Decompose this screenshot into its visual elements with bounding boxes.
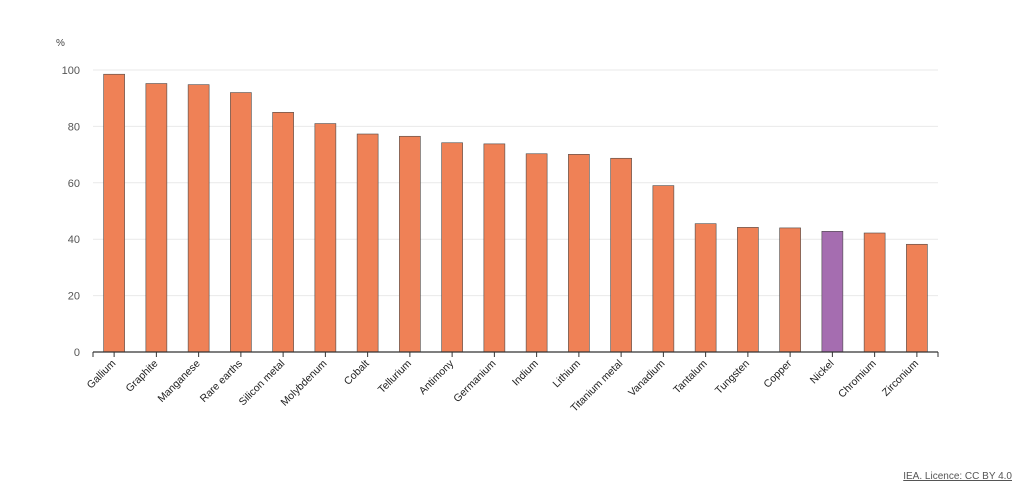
bar-manganese <box>187 84 210 353</box>
x-category-label: Tungsten <box>713 358 752 397</box>
bar-vanadium <box>652 185 675 353</box>
bar-antimony <box>441 142 463 353</box>
y-tick-label: 60 <box>68 178 80 190</box>
y-tick-label: 80 <box>68 121 80 133</box>
y-tick-label: 20 <box>68 291 80 303</box>
x-category-label: Vanadium <box>626 357 668 399</box>
x-category-label: Graphite <box>124 358 161 395</box>
x-category-label: Cobalt <box>342 358 372 388</box>
bar-tellurium <box>399 135 421 353</box>
x-category-label: Chromium <box>836 357 879 400</box>
bar-cobalt <box>356 133 379 353</box>
y-tick-label: 0 <box>74 347 80 359</box>
x-category-label: Nickel <box>808 358 837 387</box>
y-tick-label: 100 <box>62 65 80 77</box>
bar-silicon-metal <box>272 112 294 353</box>
bar-lithium <box>568 154 590 353</box>
bar-germanium <box>483 143 506 353</box>
y-axis-unit-label: % <box>56 38 65 49</box>
bar-zirconium <box>906 243 928 353</box>
bar-tantalum <box>694 223 717 353</box>
bar-tungsten <box>737 227 759 353</box>
bar-indium <box>525 153 548 353</box>
x-category-label: Copper <box>761 357 794 390</box>
x-category-label: Antimony <box>417 357 457 397</box>
x-category-label: Lithium <box>551 357 584 390</box>
bar-molybdenum <box>314 123 337 353</box>
x-category-label: Germanium <box>451 357 498 404</box>
bar-copper <box>779 227 801 353</box>
axes <box>92 351 939 357</box>
bar-nickel <box>821 231 844 353</box>
x-category-label: Tellurium <box>376 357 414 395</box>
x-category-label: Gallium <box>85 357 119 391</box>
y-tick-label: 40 <box>68 234 80 246</box>
y-tick-labels: 0 20 40 60 80 100 <box>62 65 80 359</box>
bar-chromium <box>863 232 886 353</box>
bar-gallium <box>103 73 125 353</box>
bar-titanium-metal <box>610 157 632 353</box>
bars <box>103 73 928 353</box>
bar-graphite <box>145 83 168 353</box>
x-category-label: Zirconium <box>880 357 921 398</box>
x-category-label: Tantalum <box>671 357 710 396</box>
licence-credit-link[interactable]: IEA. Licence: CC BY 4.0 <box>903 471 1012 482</box>
x-category-label: Manganese <box>155 358 202 405</box>
bar-rare-earths <box>230 92 252 353</box>
x-category-label: Indium <box>510 357 541 388</box>
gridlines <box>93 69 938 297</box>
